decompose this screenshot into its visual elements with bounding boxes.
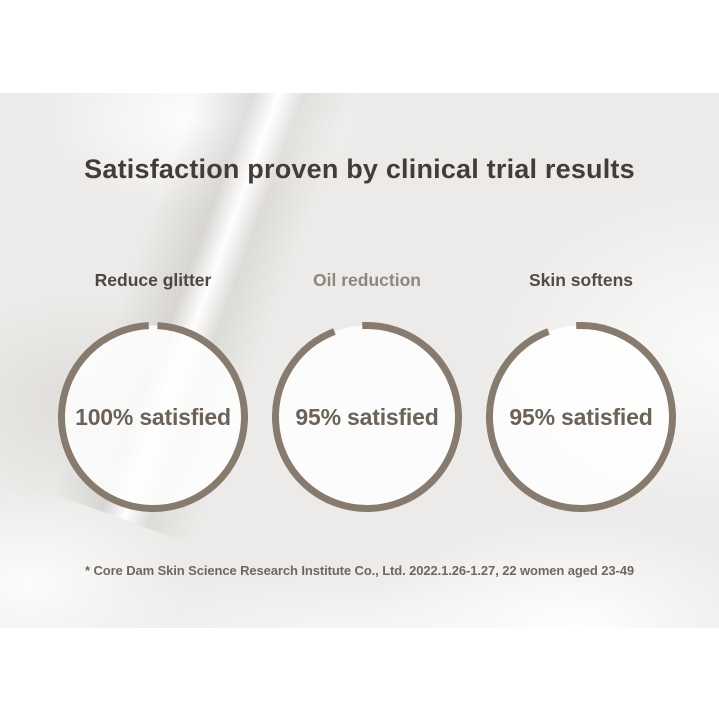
ring-arc-svg (486, 322, 676, 512)
ring-arc-svg (272, 322, 462, 512)
ring-value-text: 95% satisfied (295, 403, 439, 430)
satisfaction-ring: 100% satisfied (58, 322, 248, 512)
footnote: * Core Dam Skin Science Research Institu… (85, 563, 634, 578)
clinical-results-panel: Satisfaction proven by clinical trial re… (0, 93, 719, 628)
stat-label: Reduce glitter (94, 270, 212, 290)
satisfaction-ring: 95% satisfied (272, 322, 462, 512)
stat-column-reduce-glitter: Reduce glitter 100% satisfied (58, 270, 248, 512)
stat-column-oil-reduction: Oil reduction 95% satisfied (272, 270, 462, 512)
stat-label: Skin softens (528, 270, 634, 290)
stats-row: Reduce glitter 100% satisfied Oil reduct… (58, 270, 676, 512)
stat-column-skin-softens: Skin softens 95% satisfied (486, 270, 676, 512)
stat-label: Oil reduction (313, 270, 421, 290)
satisfaction-ring: 95% satisfied (486, 322, 676, 512)
panel-title: Satisfaction proven by clinical trial re… (84, 154, 635, 184)
ring-value-text: 95% satisfied (509, 403, 653, 430)
ring-value-text: 100% satisfied (75, 403, 231, 430)
ring-arc-svg (58, 322, 248, 512)
